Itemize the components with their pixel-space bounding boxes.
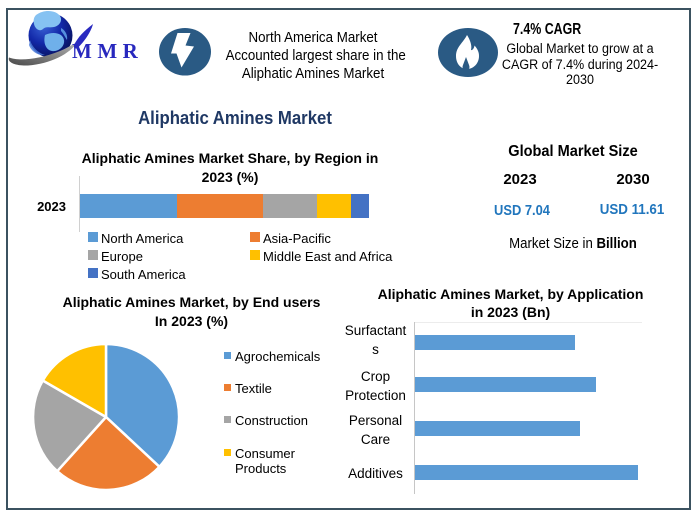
svg-text:MMR: MMR bbox=[72, 39, 143, 63]
